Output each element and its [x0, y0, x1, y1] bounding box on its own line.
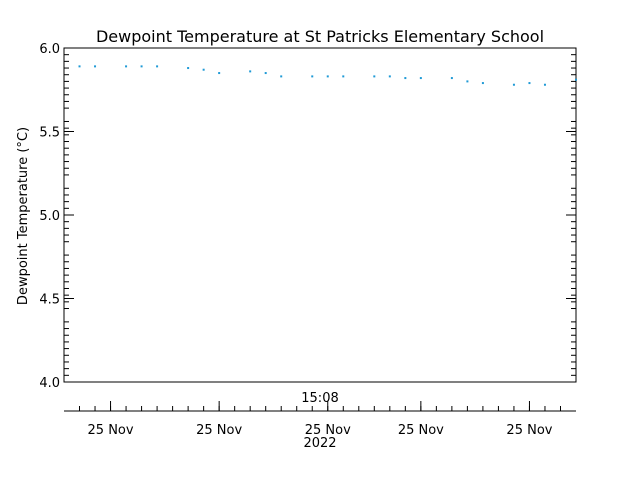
x-year-label: 2022 [303, 436, 336, 451]
x-date-tick-label: 25 Nov [88, 423, 134, 438]
y-axis: 4.0 4.5 5.0 5.5 6.0 [39, 42, 576, 391]
x-date-tick-label: 25 Nov [196, 423, 242, 438]
data-point [125, 65, 128, 68]
x-time-label: 15:08 [301, 391, 338, 406]
y-axis-label: Dewpoint Temperature (°C) [16, 127, 31, 305]
y-tick-label: 5.0 [39, 209, 60, 224]
x-date-tick-label: 25 Nov [506, 423, 552, 438]
y-tick-label: 6.0 [39, 42, 60, 57]
data-point [466, 80, 469, 83]
x-date-tick-label: 25 Nov [398, 423, 444, 438]
y-tick-label: 4.5 [39, 293, 60, 308]
x-date-axis: 25 Nov 25 Nov 25 Nov 25 Nov 25 Nov [64, 401, 576, 438]
data-point [78, 65, 81, 68]
data-point [543, 83, 546, 86]
data-point [249, 70, 252, 73]
data-point [140, 65, 143, 68]
y-tick-label: 5.5 [39, 126, 60, 141]
data-points [78, 65, 577, 86]
data-point [156, 65, 159, 68]
data-point [404, 77, 407, 80]
data-point [575, 78, 577, 81]
data-point [450, 77, 453, 80]
data-point [528, 82, 531, 85]
data-point [264, 72, 267, 75]
chart-title: Dewpoint Temperature at St Patricks Elem… [96, 27, 544, 46]
data-point [512, 83, 515, 86]
data-point [202, 68, 205, 71]
data-point [311, 75, 314, 78]
y-tick-label: 4.0 [39, 376, 60, 391]
data-point [280, 75, 283, 78]
x-date-tick-label: 25 Nov [305, 423, 351, 438]
plot-border [63, 47, 577, 383]
data-point [481, 82, 484, 85]
data-point [388, 75, 391, 78]
data-point [373, 75, 376, 78]
data-point [94, 65, 97, 68]
data-point [419, 77, 422, 80]
data-point [326, 75, 329, 78]
data-point [342, 75, 345, 78]
data-point [218, 72, 221, 75]
plot-frame [63, 47, 577, 383]
data-point [187, 67, 190, 70]
